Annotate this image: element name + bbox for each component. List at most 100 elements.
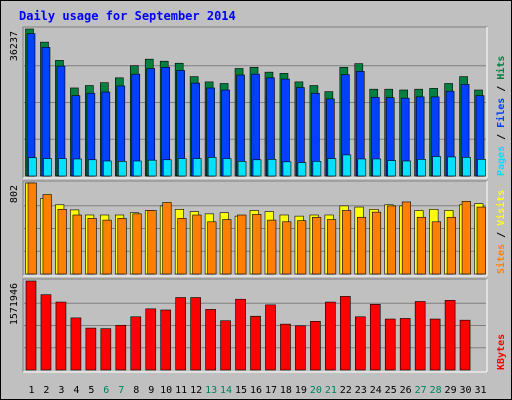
bar-sites — [177, 218, 187, 275]
x-tick-label: 1 — [28, 385, 34, 396]
bar-sites — [72, 214, 82, 275]
bar-sites — [237, 214, 247, 275]
bar-kbytes — [250, 315, 261, 371]
panels-layer: 36237 Pages / Files / Hits 802 Sites / Visi… — [9, 26, 507, 373]
bar-pages — [402, 160, 411, 177]
bar-kbytes — [399, 318, 411, 371]
bar-kbytes — [414, 301, 426, 371]
bar-sites — [401, 201, 411, 275]
bar-files — [146, 68, 156, 177]
chart-title: Daily usage for September 2014 — [19, 9, 236, 23]
legend-separator: / — [496, 80, 507, 98]
bar-pages — [282, 161, 292, 177]
bar-pages — [192, 158, 202, 177]
day-9-bars — [144, 210, 157, 275]
day-11-bars — [175, 297, 186, 371]
bar-kbytes — [70, 317, 82, 371]
bar-pages — [162, 159, 172, 177]
bar-sites — [297, 220, 307, 275]
panel-max-label: 36237 — [9, 31, 20, 61]
x-tick-label: 6 — [103, 385, 109, 396]
day-14-bars — [219, 212, 232, 275]
bar-pages — [222, 158, 232, 177]
day-6-bars — [100, 328, 112, 371]
bar-pages — [177, 158, 187, 177]
bar-pages — [267, 159, 277, 177]
bar-kbytes — [175, 297, 186, 371]
bar-kbytes — [205, 309, 216, 371]
day-6-bars — [100, 214, 112, 275]
bar-sites — [222, 219, 232, 275]
day-8-bars — [129, 212, 142, 275]
bar-pages — [237, 161, 247, 177]
bar-sites — [327, 219, 337, 275]
day-29-bars — [444, 300, 456, 371]
x-tick-label: 2 — [43, 385, 49, 396]
bar-pages — [372, 158, 382, 177]
day-20-bars — [309, 214, 322, 275]
bar-pages — [462, 157, 471, 177]
bar-pages — [103, 160, 112, 177]
day-4-bars — [70, 87, 82, 177]
bar-pages — [58, 158, 67, 177]
bar-sites — [431, 221, 441, 275]
legend-entry-kbytes: KBytes — [496, 334, 507, 370]
day-23-bars — [354, 316, 366, 371]
day-11-bars — [174, 209, 187, 275]
day-13-bars — [204, 213, 217, 275]
day-8-bars — [130, 316, 142, 371]
x-tick-label: 4 — [73, 385, 79, 396]
bar-kbytes — [444, 300, 456, 371]
bar-pages — [342, 154, 352, 177]
day-30-bars — [459, 201, 471, 275]
day-18-bars — [279, 214, 292, 275]
bar-pages — [73, 158, 82, 177]
day-3-bars — [55, 60, 67, 177]
bar-kbytes — [384, 318, 396, 371]
day-12-bars — [190, 297, 201, 371]
day-19-bars — [295, 325, 306, 371]
x-tick-label: 15 — [235, 385, 247, 396]
bar-sites — [87, 218, 97, 275]
bar-kbytes — [85, 327, 97, 371]
bar-kbytes — [130, 316, 142, 371]
day-19-bars — [294, 81, 307, 177]
bar-pages — [312, 161, 322, 177]
day-13-bars — [205, 309, 216, 371]
x-tick-label: 19 — [295, 385, 307, 396]
bar-pages — [88, 159, 97, 177]
panel-max-label: 1571946 — [9, 283, 20, 325]
x-tick-label: 28 — [430, 385, 442, 396]
panel-legend: Sites / Visits — [495, 190, 507, 274]
day-28-bars — [429, 88, 441, 177]
bar-kbytes — [369, 304, 381, 371]
bar-sites — [42, 194, 52, 275]
day-12-bars — [189, 211, 202, 275]
day-16-bars — [249, 66, 262, 177]
day-29-bars — [444, 83, 456, 177]
bar-sites — [461, 201, 471, 275]
day-16-bars — [249, 210, 262, 275]
day-24-bars — [369, 209, 382, 275]
day-21-bars — [324, 214, 337, 275]
bar-kbytes — [220, 320, 231, 371]
day-30-bars — [459, 319, 471, 371]
day-6-bars — [100, 82, 112, 177]
x-tick-label: 8 — [133, 385, 139, 396]
day-5-bars — [85, 85, 97, 177]
panel-visits-sites: 802 Sites / Visits — [9, 180, 507, 277]
bar-pages — [417, 159, 426, 177]
bar-sites — [371, 211, 382, 275]
day-25-bars — [384, 204, 397, 275]
x-tick-label: 23 — [355, 385, 367, 396]
bar-kbytes — [340, 296, 351, 371]
day-19-bars — [294, 215, 307, 275]
day-18-bars — [279, 73, 292, 177]
x-tick-label: 30 — [460, 385, 472, 396]
day-16-bars — [250, 315, 261, 371]
bar-pages — [432, 156, 441, 177]
bar-kbytes — [310, 321, 321, 371]
bar-pages — [447, 156, 456, 177]
day-25-bars — [384, 318, 396, 371]
x-tick-label: 11 — [175, 385, 187, 396]
